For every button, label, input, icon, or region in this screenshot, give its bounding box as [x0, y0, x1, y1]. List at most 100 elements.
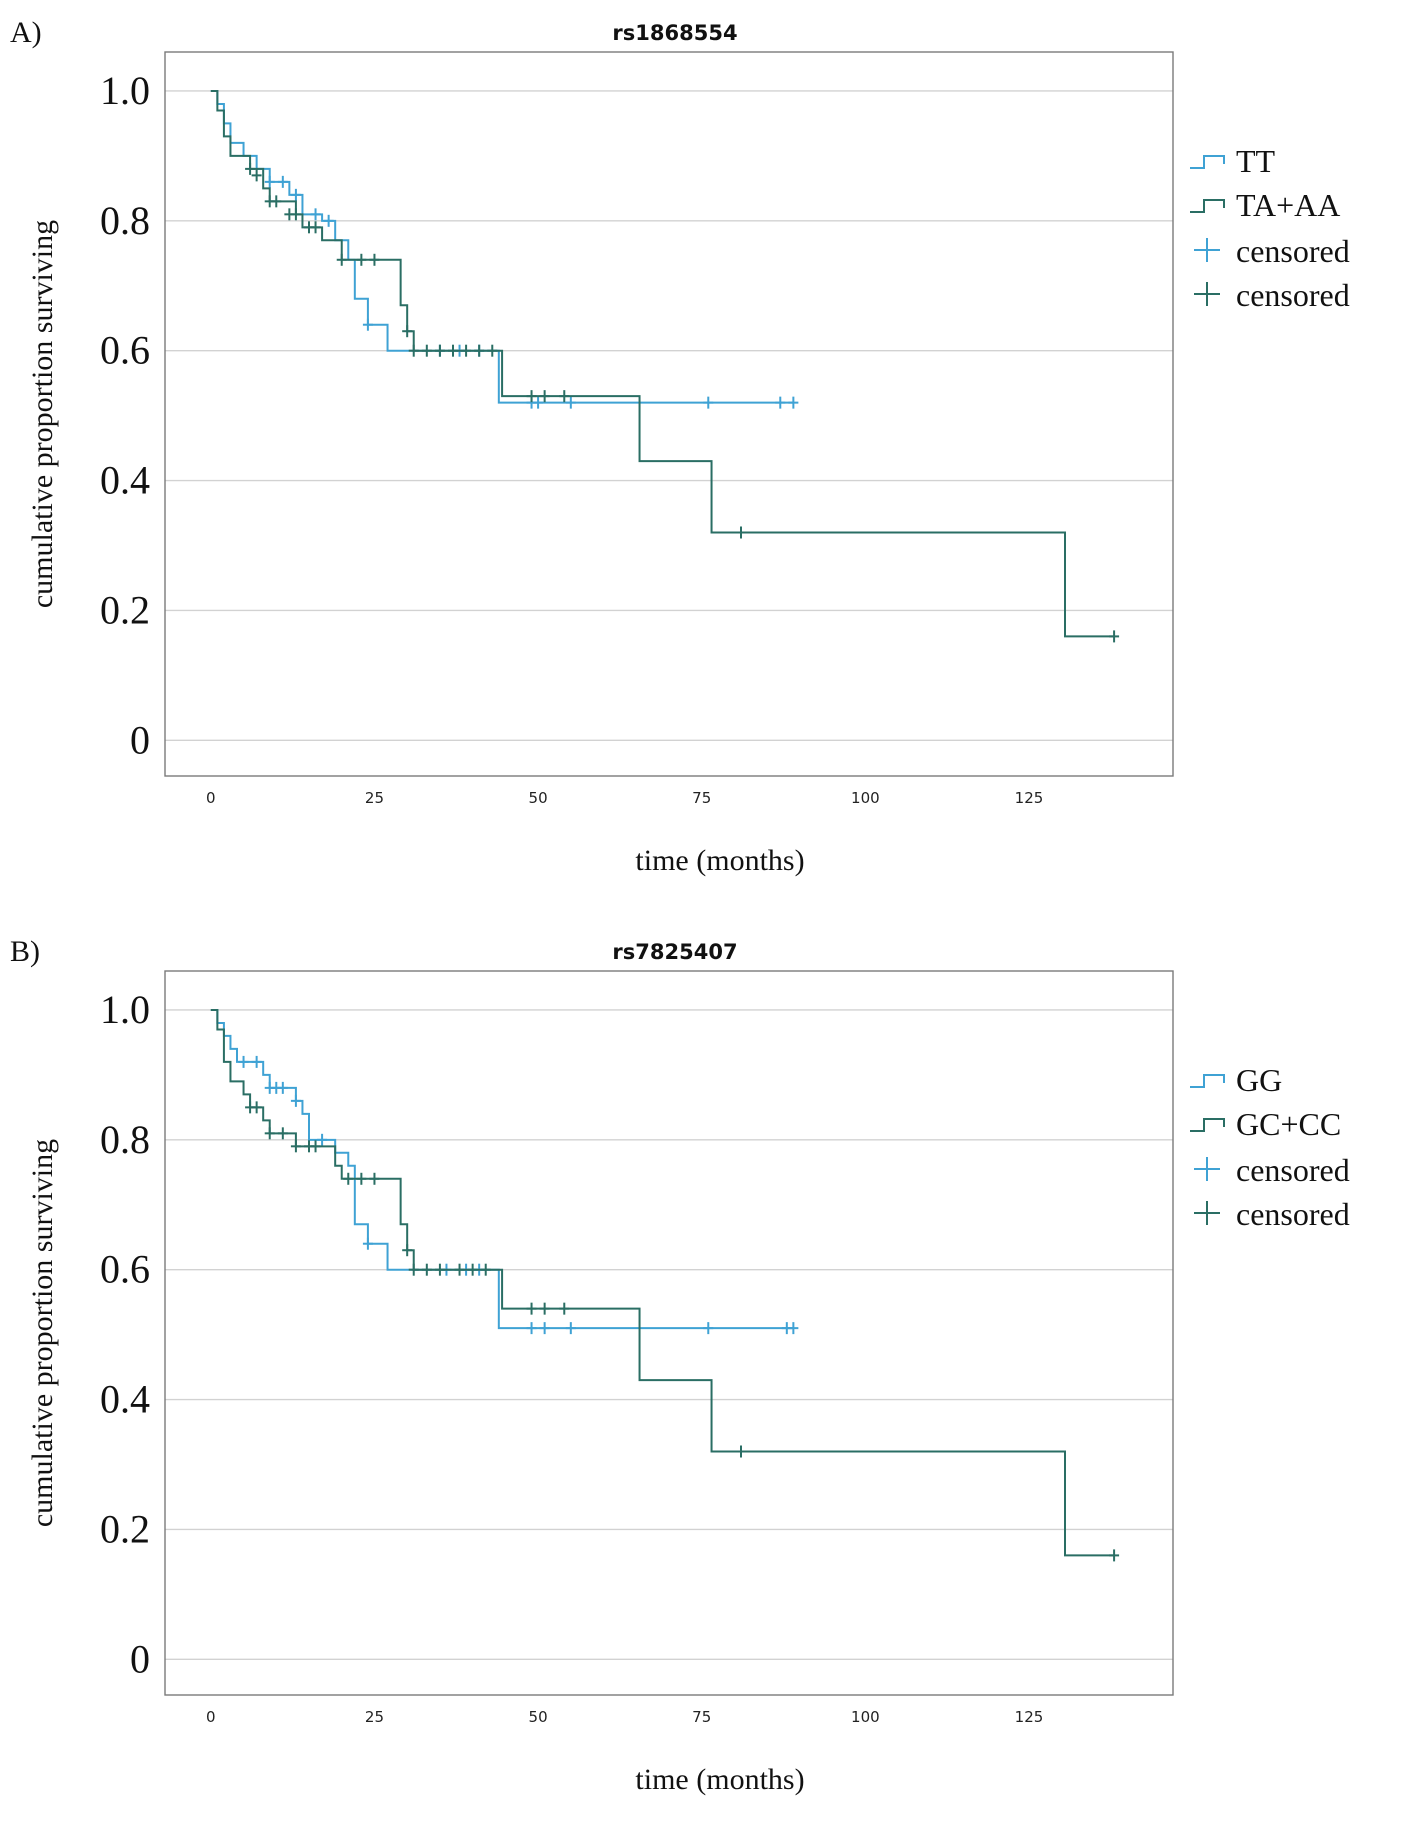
censor-mark [271, 195, 282, 208]
legend-item: GC+CC [1190, 1106, 1341, 1142]
series-ta-aa [210, 89, 1120, 643]
censor-mark [251, 1101, 262, 1114]
legend-line-swatch [1190, 1118, 1225, 1132]
censor-mark [238, 1055, 249, 1068]
panel-label: A) [10, 16, 42, 49]
censor-mark [290, 1140, 301, 1153]
censor-mark [467, 1263, 478, 1276]
x-axis-label: time (months) [635, 1763, 804, 1796]
chart-panel-b: B) rs7825407 0 0.2 0.4 0.6 0.8 1.0 0 25 50 75 100… [0, 919, 1417, 1838]
censor-mark [277, 1081, 288, 1094]
survival-curve [210, 1008, 1115, 1557]
censor-mark [336, 253, 347, 266]
censor-mark [290, 208, 301, 221]
legend-item: TT [1190, 143, 1276, 179]
censor-mark [539, 390, 550, 403]
plot-frame [164, 970, 1174, 1696]
censor-mark [526, 1302, 537, 1315]
censor-mark [788, 396, 799, 409]
censor-mark [369, 253, 380, 266]
y-tick-label: 1.0 [100, 987, 150, 1032]
legend-line-swatch [1190, 1074, 1225, 1088]
censor-mark [310, 208, 321, 221]
legend-label: censored [1236, 277, 1350, 313]
censor-mark [277, 175, 288, 188]
x-tick-label: 100 [851, 789, 880, 807]
x-tick-label: 75 [692, 1708, 711, 1726]
y-tick-label: 0.2 [100, 587, 150, 632]
y-tick-label: 0.8 [100, 198, 150, 243]
legend-item: censored [1194, 233, 1350, 269]
censor-mark [565, 1322, 576, 1335]
censor-mark [526, 1322, 537, 1335]
chart-title: rs1868554 [612, 21, 737, 45]
censor-mark [559, 390, 570, 403]
series-gg [210, 1008, 799, 1335]
censor-mark [356, 1172, 367, 1185]
survival-chart-b: B) rs7825407 0 0.2 0.4 0.6 0.8 1.0 0 25 50 75 100… [10, 935, 1350, 1796]
censor-mark [362, 318, 373, 331]
censor-mark [290, 1094, 301, 1107]
legend: TT TA+AA censored censored [1190, 143, 1350, 313]
censor-mark [310, 1140, 321, 1153]
censor-mark [264, 175, 275, 188]
legend-label: censored [1236, 1196, 1350, 1232]
y-tick-label: 0 [130, 717, 150, 762]
plot-frame [164, 51, 1174, 777]
x-tick-label: 0 [206, 1708, 216, 1726]
legend: GG GC+CC censored censored [1190, 1062, 1350, 1232]
panel-label: B) [10, 935, 40, 968]
censor-mark [1109, 630, 1120, 643]
censor-mark [703, 1322, 714, 1335]
censor-mark [369, 1172, 380, 1185]
censor-mark [703, 396, 714, 409]
gridlines [165, 1009, 1173, 1660]
censor-mark [290, 188, 301, 201]
legend-label: censored [1236, 1152, 1350, 1188]
censor-mark [362, 1237, 373, 1250]
censor-mark [251, 1055, 262, 1068]
censor-mark [474, 344, 485, 357]
censor-mark [323, 214, 334, 227]
censor-mark [264, 1127, 275, 1140]
x-tick-label: 0 [206, 789, 216, 807]
y-tick-labels: 0 0.2 0.4 0.6 0.8 1.0 [100, 987, 150, 1681]
y-tick-label: 0.4 [100, 1377, 150, 1422]
censor-mark [317, 1133, 328, 1146]
censor-mark [448, 344, 458, 357]
x-tick-label: 125 [1015, 789, 1044, 807]
censor-mark [559, 1302, 570, 1315]
censor-mark [402, 1244, 413, 1257]
survival-curve [210, 89, 1115, 638]
x-tick-labels: 0 25 50 75 100 125 [206, 1708, 1043, 1726]
censor-mark [480, 1263, 491, 1276]
censor-mark [539, 1322, 550, 1335]
censor-mark [736, 1445, 746, 1458]
legend-line-swatch [1190, 199, 1225, 213]
y-tick-label: 0.6 [100, 328, 150, 373]
censor-mark [565, 396, 576, 409]
censor-mark [421, 344, 432, 357]
censor-mark [356, 253, 367, 266]
series-gc-cc [210, 1008, 1120, 1562]
censor-mark [251, 169, 262, 182]
series-tt [210, 89, 799, 409]
y-tick-labels: 0 0.2 0.4 0.6 0.8 1.0 [100, 68, 150, 762]
gridlines [165, 90, 1173, 741]
legend-label: TA+AA [1236, 187, 1340, 223]
x-tick-label: 50 [529, 1708, 548, 1726]
x-tick-label: 125 [1015, 1708, 1044, 1726]
legend-item: TA+AA [1190, 187, 1340, 223]
y-tick-label: 0.2 [100, 1506, 150, 1551]
censor-mark [408, 344, 419, 357]
censor-mark [539, 1302, 550, 1315]
y-axis-label: cumulative proportion surviving [26, 220, 59, 608]
legend-label: GG [1236, 1062, 1282, 1098]
survival-curves [210, 89, 1120, 643]
survival-chart-a: A) rs1868554 0 0.2 0.4 0.6 0.8 1.0 0 25 50 75 100… [10, 16, 1350, 877]
censor-mark [487, 344, 498, 357]
x-tick-label: 50 [529, 789, 548, 807]
censor-mark [310, 221, 321, 234]
censor-mark [434, 344, 445, 357]
censor-mark [526, 390, 537, 403]
